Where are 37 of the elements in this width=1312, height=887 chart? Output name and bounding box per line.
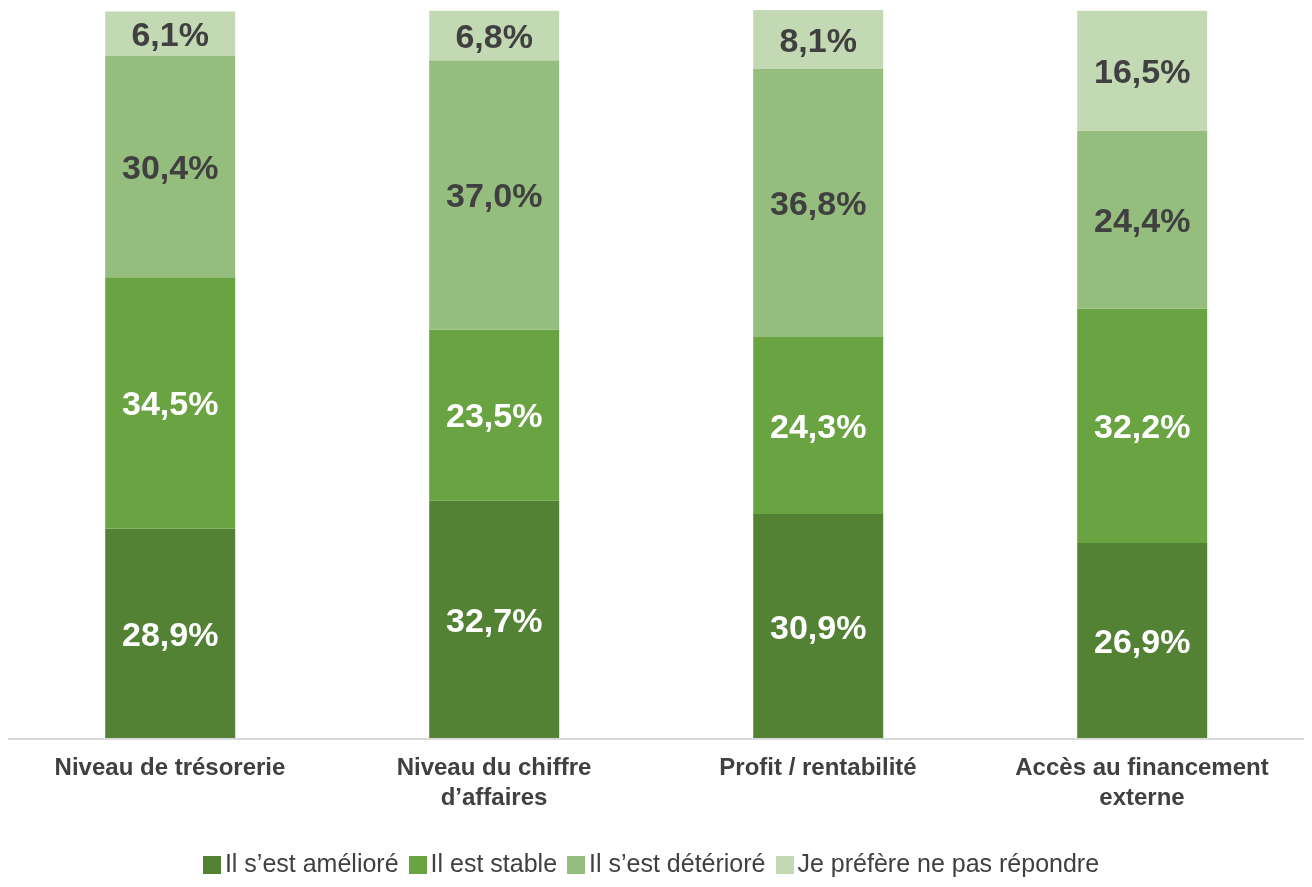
bar bbox=[753, 68, 884, 337]
bar bbox=[753, 336, 884, 514]
data-label: 36,8% bbox=[770, 184, 867, 223]
data-label: 34,5% bbox=[122, 383, 219, 422]
bar bbox=[1077, 543, 1208, 739]
data-label: 23,5% bbox=[446, 396, 543, 435]
data-label: 32,7% bbox=[446, 601, 543, 639]
data-label: 28,9% bbox=[122, 614, 219, 653]
bar bbox=[429, 329, 560, 501]
data-label: 26,9% bbox=[1094, 622, 1191, 661]
legend-label: Il est stable bbox=[430, 849, 558, 877]
x-tick-label: Profit / rentabilité bbox=[719, 753, 917, 780]
data-label: 37,0% bbox=[446, 176, 543, 215]
bar bbox=[1077, 130, 1208, 309]
data-label: 24,4% bbox=[1094, 200, 1191, 239]
legend-label: Il s’est amélioré bbox=[224, 849, 399, 877]
data-label: 30,4% bbox=[122, 147, 219, 186]
legend-label: Il s’est détérioré bbox=[589, 849, 766, 877]
x-tick-label: Niveau de trésorerie bbox=[54, 753, 286, 780]
data-label: 24,3% bbox=[770, 406, 867, 445]
x-tick-label: Niveau du chiffre d’affaires bbox=[396, 753, 592, 810]
bar bbox=[753, 513, 884, 739]
bar bbox=[1077, 10, 1208, 131]
data-label: 6,1% bbox=[131, 14, 209, 53]
data-label: 30,9% bbox=[770, 607, 867, 646]
data-label: 8,1% bbox=[779, 20, 857, 59]
data-label: 32,2% bbox=[1094, 406, 1191, 445]
legend-label: Je préfère ne pas répondre bbox=[797, 849, 1100, 877]
bar bbox=[429, 60, 560, 330]
x-tick-label: Accès au financement externe bbox=[1015, 753, 1269, 810]
bar bbox=[105, 528, 236, 739]
bar bbox=[429, 500, 560, 739]
bar bbox=[1077, 308, 1208, 544]
data-label: 16,5% bbox=[1094, 51, 1191, 90]
data-label: 6,8% bbox=[455, 16, 533, 55]
bar bbox=[105, 55, 236, 278]
bar bbox=[105, 277, 236, 529]
